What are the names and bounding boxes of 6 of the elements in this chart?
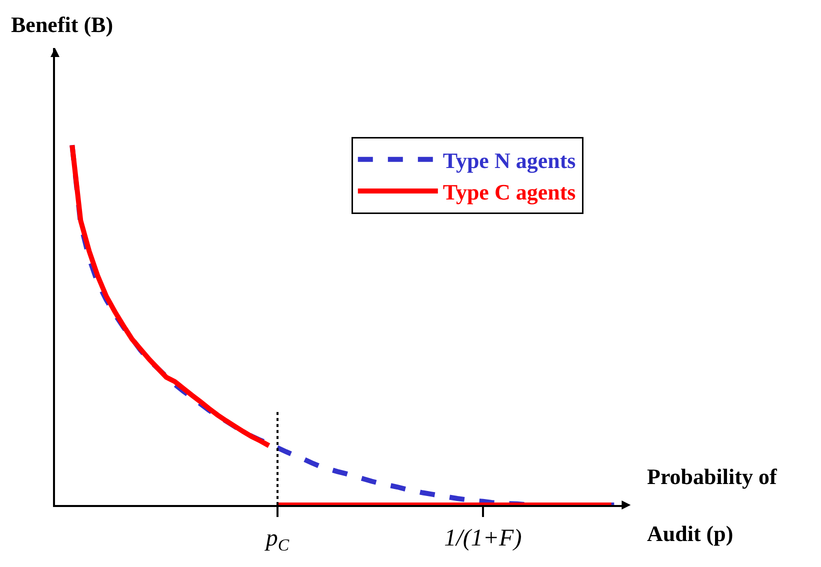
y-axis-title: Benefit (B) <box>11 12 114 37</box>
x-tick-label: p$_{C}$ <box>264 526 290 555</box>
text: Probability of Audit (p) <box>647 464 777 546</box>
legend-label: Type N agents <box>442 148 576 173</box>
legend-label: Type C agents <box>442 180 576 205</box>
x-tick-label: 1/(1+F) <box>444 526 522 552</box>
